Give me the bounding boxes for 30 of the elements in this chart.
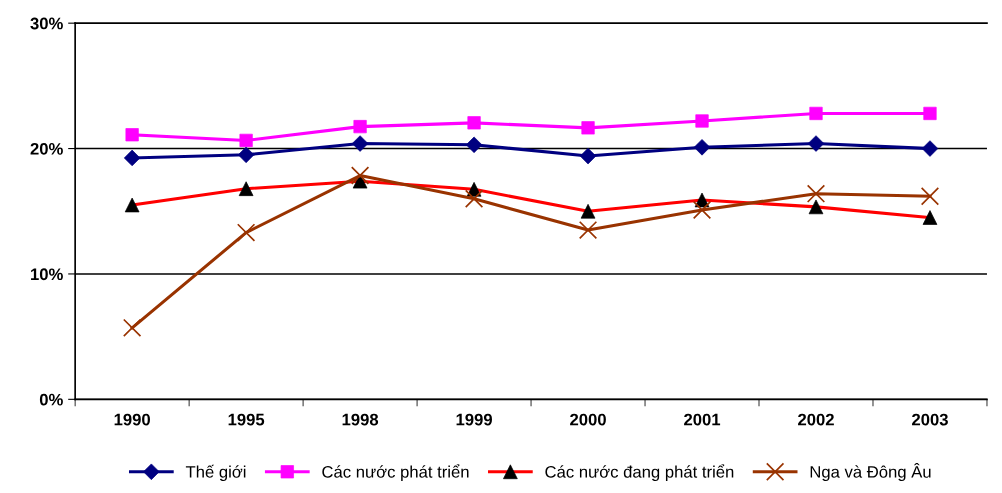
point	[806, 184, 826, 203]
point	[693, 139, 711, 156]
x-tick-label: 1998	[342, 413, 379, 426]
point	[464, 189, 484, 208]
point	[236, 223, 256, 242]
x-tick-label: 2000	[570, 413, 606, 426]
y-tick-label: 0%	[39, 393, 63, 406]
x-tick-label: 2002	[798, 413, 834, 426]
x-tick-label: 2003	[912, 413, 948, 426]
legend-label: Nga và Đông Âu	[810, 463, 931, 482]
x-tick-label: 1995	[228, 413, 265, 426]
point	[923, 106, 937, 121]
x-tick-label: 2001	[684, 413, 721, 426]
legend-label: Các nước phát triển	[322, 464, 469, 482]
point	[465, 136, 483, 153]
point	[578, 220, 598, 240]
point	[920, 187, 940, 206]
y-tick-label: 10%	[31, 268, 63, 281]
point	[809, 106, 823, 121]
point	[350, 166, 370, 185]
point	[807, 135, 825, 152]
x-tick-label: 1990	[114, 413, 150, 426]
point	[692, 200, 712, 220]
x-tick-label: 1999	[456, 413, 492, 426]
legend-label: Các nước đang phát triển	[545, 464, 734, 482]
point	[122, 318, 142, 338]
legend-label: Thế giới	[185, 464, 246, 482]
y-tick-label: 20%	[30, 142, 63, 155]
y-tick-label: 30%	[30, 17, 63, 30]
point	[921, 140, 939, 157]
